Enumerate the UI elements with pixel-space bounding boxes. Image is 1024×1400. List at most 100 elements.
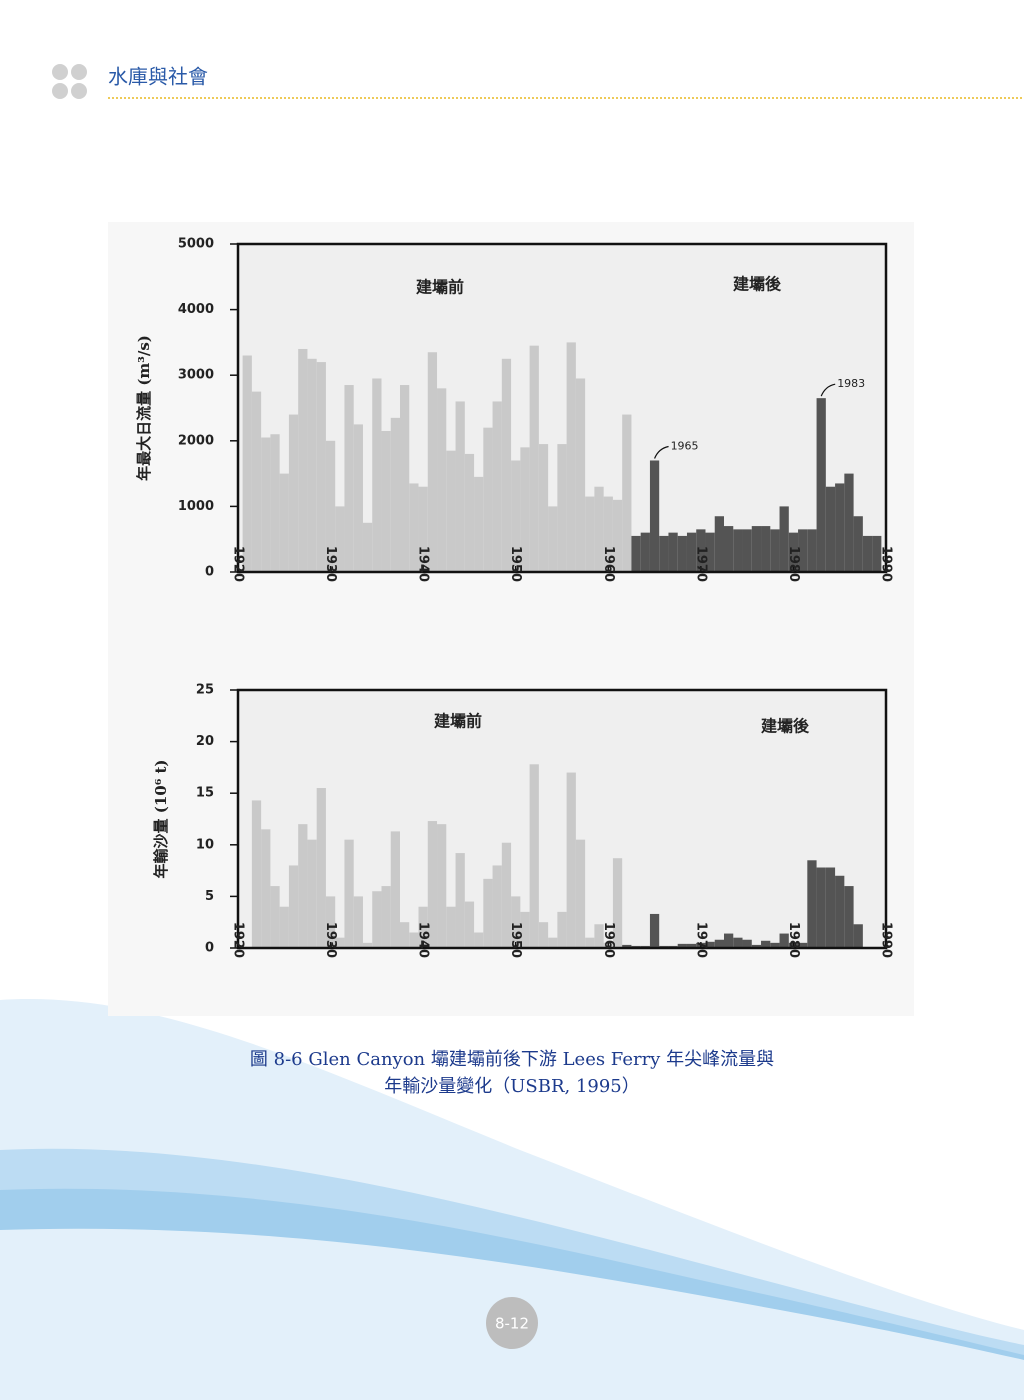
bar [381, 886, 391, 948]
series-label: 建壩後 [733, 275, 782, 294]
page-number: 8-12 [495, 1315, 529, 1333]
bar [557, 911, 567, 948]
bar [705, 532, 715, 572]
bar [307, 358, 317, 572]
bar [362, 522, 373, 572]
y-tick-label: 1000 [178, 499, 214, 514]
x-tick-label: 1950 [508, 922, 523, 958]
x-tick-label: 1940 [416, 546, 431, 582]
bar [677, 943, 687, 948]
bar [798, 529, 808, 572]
bar [307, 839, 317, 948]
x-tick-label: 1980 [786, 922, 801, 958]
bar [575, 839, 586, 948]
bar [696, 529, 706, 572]
bar [288, 414, 299, 572]
bar [816, 398, 826, 572]
bar [511, 896, 521, 948]
y-tick-label: 0 [205, 565, 214, 580]
bar [335, 506, 345, 572]
bar [511, 460, 521, 572]
y-tick-label: 5 [205, 889, 214, 904]
bar [714, 516, 724, 572]
bar [835, 875, 845, 948]
bar [825, 486, 836, 572]
y-tick-label: 20 [196, 734, 214, 749]
bar [353, 424, 363, 572]
bar [427, 821, 438, 948]
bar [418, 486, 428, 572]
bar [853, 924, 863, 948]
bar [400, 385, 410, 572]
bar [575, 378, 586, 572]
bar [427, 352, 438, 572]
bar [538, 922, 549, 948]
x-tick-label: 1990 [879, 922, 894, 958]
logo-dot [52, 64, 68, 80]
bar [686, 943, 697, 948]
bar [677, 535, 687, 572]
bar [372, 378, 382, 572]
bar [668, 532, 678, 572]
bar [835, 483, 845, 572]
bar [270, 886, 280, 948]
y-tick-label: 2000 [178, 433, 214, 448]
bar [270, 434, 280, 572]
bar [242, 355, 252, 572]
bar [724, 933, 734, 948]
bar [640, 532, 650, 572]
bar [251, 391, 262, 572]
bar [557, 444, 567, 572]
logo-dot [71, 83, 87, 99]
bar [325, 896, 336, 948]
bar [381, 430, 391, 572]
header-title: 水庫與社會 [108, 65, 208, 89]
x-tick-label: 1990 [879, 546, 894, 582]
bar [400, 922, 410, 948]
caption-line: 圖 8-6 Glen Canyon 壩建壩前後下游 Lees Ferry 年尖峰… [250, 1049, 774, 1070]
bar [853, 516, 863, 572]
bar [761, 526, 771, 572]
bar [390, 831, 400, 948]
bar [686, 532, 697, 572]
bar [483, 427, 493, 572]
bar [335, 937, 345, 948]
series-label: 建壩後 [761, 717, 810, 736]
bar [353, 896, 363, 948]
series-label: 建壩前 [434, 712, 482, 731]
x-tick-label: 1970 [693, 546, 708, 582]
bar [251, 800, 262, 948]
y-tick-label: 0 [205, 941, 214, 956]
bar [362, 942, 373, 948]
bar [492, 865, 502, 948]
bar [372, 891, 382, 948]
bar [464, 901, 475, 948]
bar [325, 440, 336, 572]
bar [612, 858, 623, 948]
bar [751, 526, 762, 572]
logo-dot [52, 83, 68, 99]
y-tick-label: 15 [196, 786, 214, 801]
bar [492, 401, 502, 572]
bar [418, 906, 428, 948]
bar [612, 499, 623, 572]
annotation-arrow [654, 445, 669, 459]
bar [779, 933, 789, 948]
series-label: 建壩前 [416, 278, 464, 297]
bar [446, 450, 456, 572]
y-tick-label: 25 [196, 683, 214, 698]
bar [520, 447, 530, 572]
bar [844, 473, 854, 572]
bar [344, 385, 354, 572]
bar [455, 853, 465, 948]
x-tick-label: 1920 [231, 922, 246, 958]
bar [548, 937, 558, 948]
y-tick-label: 3000 [178, 368, 214, 383]
bar [344, 839, 354, 948]
caption-line: 年輸沙量變化（USBR, 1995） [384, 1076, 640, 1097]
bar [742, 529, 752, 572]
bar [825, 867, 836, 948]
bar [844, 886, 854, 948]
bar [724, 526, 734, 572]
